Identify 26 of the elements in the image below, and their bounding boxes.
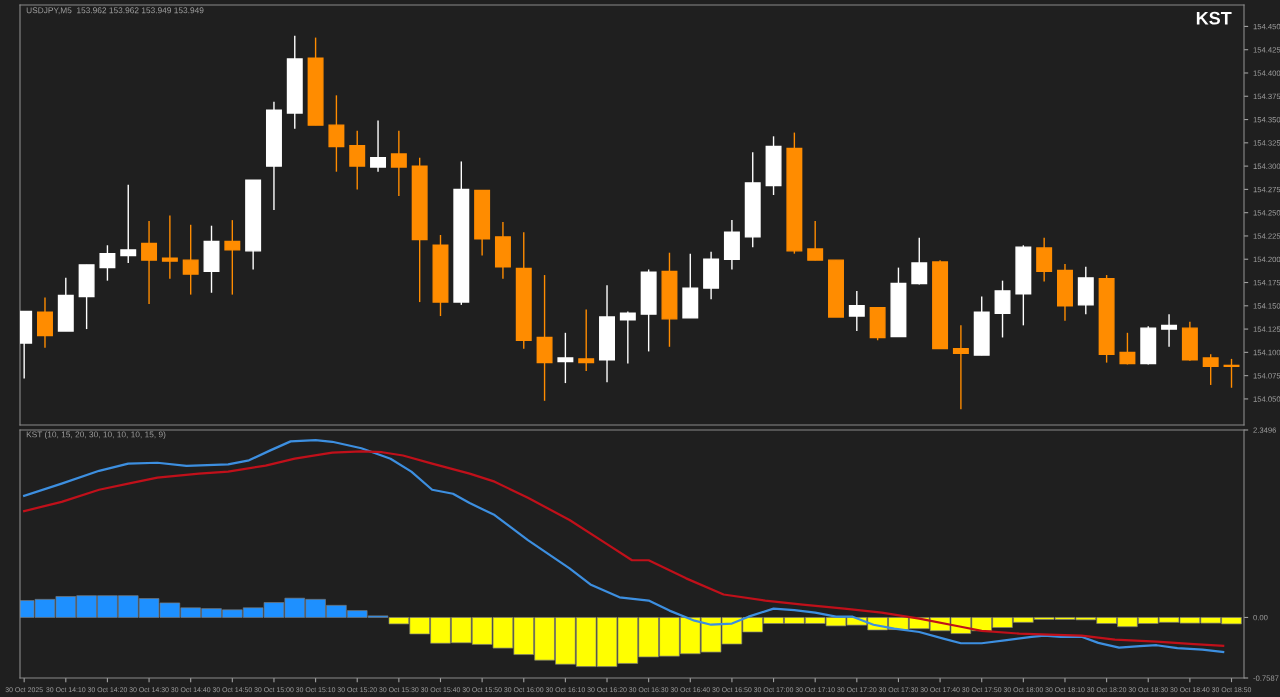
candlestick [1119, 332, 1136, 366]
candlestick [224, 219, 241, 296]
candlestick [1202, 353, 1219, 386]
candlestick [370, 119, 387, 173]
candlestick [99, 244, 116, 282]
candlestick [161, 214, 178, 280]
candlestick [36, 296, 53, 349]
candlestick [807, 220, 824, 261]
candlestick [578, 308, 595, 372]
candlestick [952, 324, 969, 410]
chart-title: USDJPY,M5 153.962 153.962 153.949 153.949 [26, 7, 204, 15]
candlestick [557, 332, 574, 384]
candlestick [390, 130, 407, 197]
candlestick [994, 279, 1011, 339]
candlestick [1161, 313, 1178, 348]
candlestick [911, 237, 928, 286]
annotation: KST [1196, 11, 1232, 25]
candlestick [182, 224, 199, 296]
candlestick [1036, 237, 1053, 283]
candlestick [328, 94, 345, 173]
candlestick [141, 220, 158, 305]
candlestick [349, 130, 366, 191]
candlestick [120, 184, 137, 264]
candlestick [619, 310, 636, 365]
chart-title: KST (10, 15, 20, 30, 10, 10, 10, 15, 9) [26, 431, 166, 439]
candlestick [848, 290, 865, 332]
